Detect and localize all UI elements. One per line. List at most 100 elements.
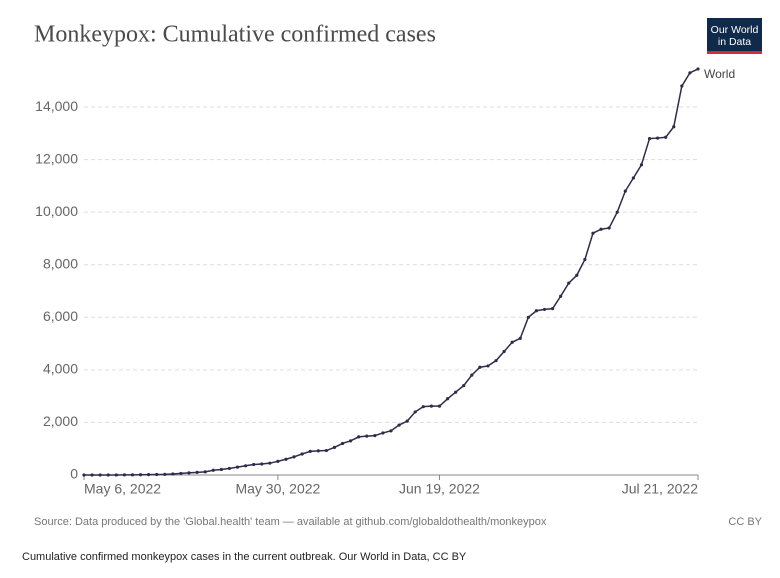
point <box>389 429 393 433</box>
point <box>510 340 514 344</box>
point <box>82 473 86 477</box>
point <box>332 445 337 450</box>
logo-text: Our World <box>711 24 759 36</box>
point <box>494 359 498 363</box>
point <box>227 466 232 471</box>
y-tick-label: 8,000 <box>43 255 78 271</box>
logo-text: in Data <box>718 36 751 48</box>
point <box>413 410 417 414</box>
point <box>90 473 94 477</box>
point <box>324 448 328 453</box>
point <box>114 473 118 477</box>
logo-box <box>707 18 762 54</box>
y-tick-label: 14,000 <box>35 98 78 114</box>
point <box>235 465 240 469</box>
point <box>155 472 159 477</box>
point <box>607 226 611 230</box>
point <box>559 294 563 298</box>
x-tick-label: Jun 19, 2022 <box>399 481 480 497</box>
point <box>349 439 353 443</box>
point <box>195 470 199 474</box>
point <box>187 471 191 475</box>
point <box>316 449 320 453</box>
legend-label: World <box>704 67 735 81</box>
chart-title: Monkeypox: Cumulative confirmed cases <box>34 22 436 48</box>
point <box>147 473 151 477</box>
line <box>84 68 699 476</box>
point <box>567 281 571 285</box>
point <box>462 384 466 388</box>
point <box>365 434 369 438</box>
logo-stripe <box>707 51 762 54</box>
y-tick-label: 12,000 <box>35 150 78 166</box>
point <box>550 307 555 311</box>
point <box>486 364 490 368</box>
point <box>599 227 603 231</box>
point <box>518 336 522 340</box>
point <box>429 404 433 408</box>
point <box>478 365 482 369</box>
point <box>276 459 280 463</box>
point <box>171 472 175 476</box>
source: Source: Data produced by the 'Global.hea… <box>34 516 547 528</box>
point <box>381 431 385 435</box>
y-tick-label: 10,000 <box>35 203 78 219</box>
point <box>292 455 296 459</box>
point <box>373 433 377 438</box>
point <box>308 449 312 453</box>
point <box>437 404 442 408</box>
y-tick-label: 0 <box>70 466 78 482</box>
point <box>470 373 474 377</box>
point <box>98 473 102 477</box>
point <box>260 462 264 466</box>
point <box>130 473 135 477</box>
point <box>575 273 579 277</box>
point <box>591 231 595 235</box>
point <box>672 125 676 129</box>
point <box>397 423 401 427</box>
point <box>252 462 256 467</box>
point <box>688 71 692 75</box>
point <box>647 136 652 141</box>
point <box>421 405 425 409</box>
point <box>357 435 361 439</box>
point <box>454 390 458 394</box>
point <box>639 163 644 167</box>
point <box>203 470 207 474</box>
point <box>284 457 288 461</box>
point <box>405 419 409 423</box>
point <box>534 309 539 313</box>
point <box>656 136 660 140</box>
point <box>340 441 345 446</box>
point <box>445 397 450 401</box>
point <box>615 210 619 214</box>
point <box>106 473 110 477</box>
license: CC BY <box>728 516 762 528</box>
point <box>583 257 587 262</box>
point <box>122 473 126 477</box>
point <box>696 67 700 71</box>
point <box>300 452 304 456</box>
y-tick-label: 4,000 <box>43 361 78 377</box>
point <box>179 471 183 476</box>
point <box>664 135 668 139</box>
caption: Cumulative confirmed monkeypox cases in … <box>22 551 467 563</box>
y-tick-label: 6,000 <box>43 308 78 324</box>
point <box>623 189 627 193</box>
y-tick-label: 2,000 <box>43 413 78 429</box>
point <box>631 176 635 180</box>
point <box>680 84 684 88</box>
point <box>138 473 143 477</box>
x-tick-label: Jul 21, 2022 <box>622 481 698 497</box>
x-tick-label: May 6, 2022 <box>84 481 161 497</box>
point <box>163 472 167 476</box>
point <box>526 315 530 319</box>
x-tick-label: May 30, 2022 <box>235 481 320 497</box>
point <box>211 468 215 472</box>
point <box>219 467 223 472</box>
point <box>502 349 506 354</box>
point <box>542 307 547 312</box>
point <box>243 464 248 468</box>
point <box>268 461 272 465</box>
